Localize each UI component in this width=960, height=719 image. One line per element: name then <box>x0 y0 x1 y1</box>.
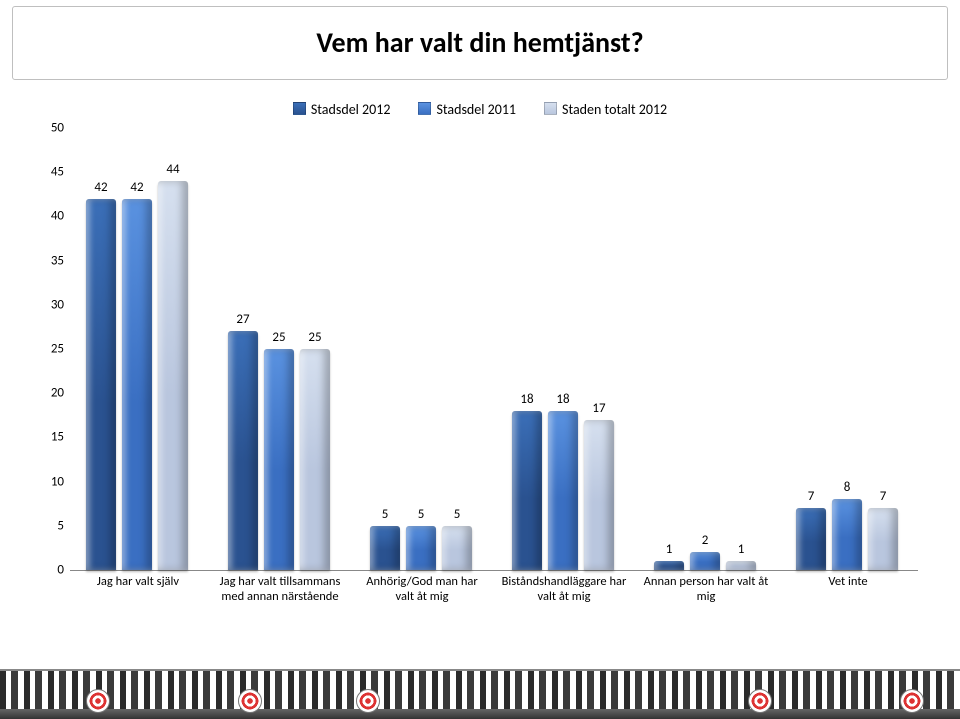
bar-value-label: 7 <box>868 489 898 504</box>
bar-value-label: 42 <box>86 180 116 195</box>
bar-value-label: 5 <box>442 507 472 522</box>
bar <box>584 420 614 570</box>
bar-value-label: 25 <box>264 330 294 345</box>
legend-swatch <box>418 102 431 115</box>
y-tick: 35 <box>51 253 64 268</box>
bar-value-label: 42 <box>122 180 152 195</box>
x-label: Anhörig/God man har valt åt mig <box>357 574 487 604</box>
bar <box>796 508 826 570</box>
bar <box>832 499 862 570</box>
y-tick: 20 <box>51 386 64 401</box>
y-tick: 45 <box>51 165 64 180</box>
bar-value-label: 5 <box>406 507 436 522</box>
chart-title: Vem har valt din hemtjänst? <box>13 7 947 79</box>
bar <box>86 199 116 570</box>
x-label: Annan person har valt åt mig <box>641 574 771 604</box>
y-tick: 40 <box>51 209 64 224</box>
bar-groups: 424244272525555181817121787 <box>70 128 918 570</box>
legend-label: Stadsdel 2011 <box>436 101 516 118</box>
bar-value-label: 27 <box>228 312 258 327</box>
x-label: Jag har valt tillsammans med annan närst… <box>215 574 345 604</box>
bar <box>512 411 542 570</box>
legend-swatch <box>544 102 557 115</box>
y-tick: 50 <box>51 121 64 136</box>
bar <box>264 349 294 570</box>
x-label: Jag har valt själv <box>73 574 203 589</box>
bar-value-label: 25 <box>300 330 330 345</box>
bar-value-label: 1 <box>726 542 756 557</box>
bar <box>868 508 898 570</box>
plot-area: 424244272525555181817121787 <box>70 128 918 571</box>
y-tick: 25 <box>51 342 64 357</box>
bar-value-label: 44 <box>158 162 188 177</box>
target-icon <box>356 689 380 713</box>
bar-value-label: 1 <box>654 542 684 557</box>
bar <box>726 561 756 570</box>
bar-value-label: 2 <box>690 533 720 548</box>
bar <box>442 526 472 570</box>
target-icon <box>86 689 110 713</box>
bar-value-label: 5 <box>370 507 400 522</box>
bar <box>228 331 258 570</box>
bar <box>300 349 330 570</box>
footer-silhouette <box>0 669 960 719</box>
bar <box>158 181 188 570</box>
bar <box>548 411 578 570</box>
bar-value-label: 18 <box>512 392 542 407</box>
page: Vem har valt din hemtjänst? Stadsdel 201… <box>0 0 960 719</box>
bar <box>406 526 436 570</box>
bar <box>690 552 720 570</box>
bar-value-label: 8 <box>832 480 862 495</box>
legend-item: Stadsdel 2011 <box>418 101 516 118</box>
legend-label: Staden totalt 2012 <box>562 101 667 118</box>
bar <box>122 199 152 570</box>
target-icon <box>238 689 262 713</box>
chart: Stadsdel 2012 Stadsdel 2011 Staden totalt … <box>28 100 932 660</box>
target-icon <box>748 689 772 713</box>
x-labels: Jag har valt själv Jag har valt tillsamma… <box>70 574 918 634</box>
legend-label: Stadsdel 2012 <box>311 101 391 118</box>
y-tick: 30 <box>51 297 64 312</box>
bar-value-label: 18 <box>548 392 578 407</box>
x-label: Vet inte <box>783 574 913 589</box>
bar-value-label: 17 <box>584 401 614 416</box>
y-tick: 5 <box>57 518 64 533</box>
x-label: Biståndshandläggare har valt åt mig <box>499 574 629 604</box>
y-tick: 0 <box>57 563 64 578</box>
title-band: Vem har valt din hemtjänst? <box>12 6 948 80</box>
y-axis: 05101520253035404550 <box>28 128 68 570</box>
legend: Stadsdel 2012 Stadsdel 2011 Staden totalt … <box>28 100 932 124</box>
legend-item: Staden totalt 2012 <box>544 101 667 118</box>
bar <box>654 561 684 570</box>
bar <box>370 526 400 570</box>
target-icon <box>900 689 924 713</box>
legend-swatch <box>293 102 306 115</box>
y-tick: 15 <box>51 430 64 445</box>
y-tick: 10 <box>51 474 64 489</box>
bar-value-label: 7 <box>796 489 826 504</box>
legend-item: Stadsdel 2012 <box>293 101 391 118</box>
